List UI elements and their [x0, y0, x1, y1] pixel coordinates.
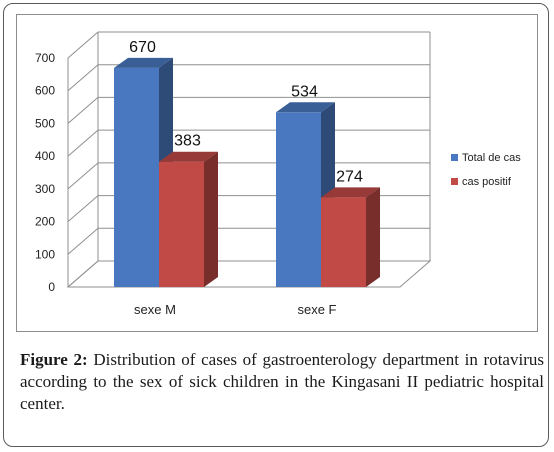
gridline-side [67, 227, 99, 255]
y-tick-label: 0 [48, 280, 55, 294]
y-tick-label: 200 [35, 215, 55, 229]
data-label: 670 [129, 39, 156, 56]
bar-front [321, 197, 366, 287]
legend-swatch [451, 154, 458, 161]
bar-side [204, 151, 218, 287]
figure-label: Figure 2: [20, 350, 88, 369]
bar-front [159, 161, 204, 287]
data-label: 274 [336, 168, 363, 185]
y-tick-label: 100 [35, 247, 55, 261]
figure-caption: Figure 2: Distribution of cases of gastr… [20, 349, 544, 415]
y-tick-label: 300 [35, 182, 55, 196]
bar-front [276, 112, 321, 287]
bar-top [321, 187, 380, 198]
caption-text: Distribution of cases of gastroenterolog… [20, 350, 544, 413]
y-tick-label: 400 [35, 149, 55, 163]
category-label: sexe F [297, 302, 336, 317]
gridline-side [67, 97, 99, 124]
bar-top [276, 102, 335, 113]
bar-top [114, 57, 173, 68]
y-tick-label: 700 [35, 51, 55, 65]
legend-label: cas positif [462, 176, 512, 188]
y-tick-label: 600 [35, 84, 55, 98]
legend-swatch [451, 178, 458, 185]
bar-top [159, 151, 218, 162]
gridline-side [67, 195, 99, 222]
category-label: sexe M [134, 302, 176, 317]
gridline-side [67, 31, 99, 59]
bar-side [366, 187, 380, 287]
gridline-side [67, 129, 99, 157]
data-label: 383 [174, 133, 201, 150]
legend-label: Total de cas [462, 152, 521, 164]
y-tick-label: 500 [35, 116, 55, 130]
bar-chart: 0 100 200 300 400 500 600 700 670 383 sexe M 534 274… [35, 31, 521, 317]
gridline-side [67, 64, 99, 92]
gridline-side [67, 162, 99, 190]
data-label: 534 [291, 83, 318, 100]
bar-front [114, 67, 159, 287]
